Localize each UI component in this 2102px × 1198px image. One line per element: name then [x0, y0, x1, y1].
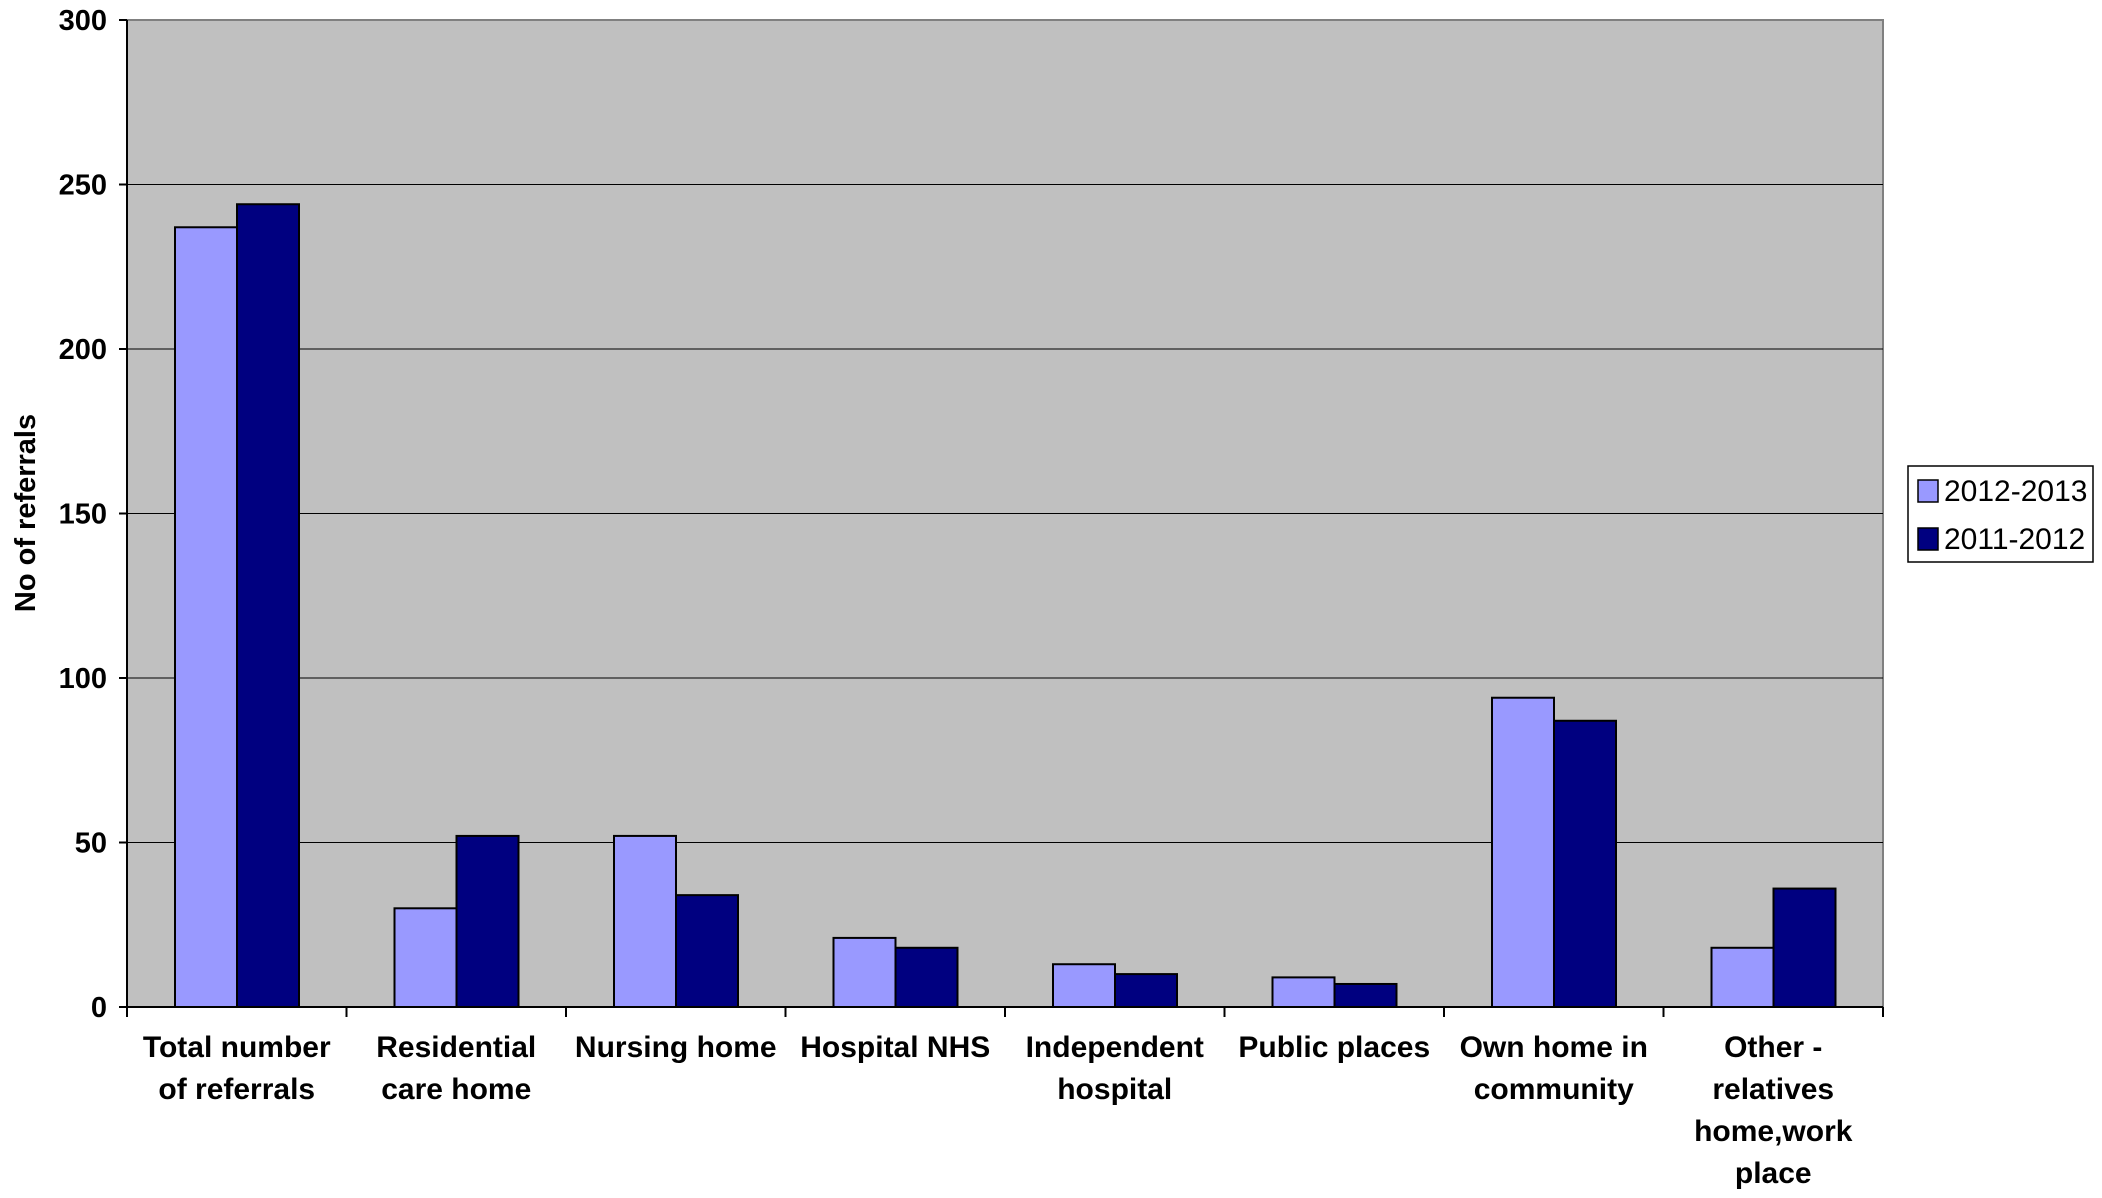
legend-swatch	[1917, 527, 1939, 551]
x-tick-labels: Total number of referrals Residential care …	[143, 1031, 1853, 1190]
bar-2012-2013-4	[1052, 963, 1116, 1008]
x-tick-label: Other -relatives home,work place	[1694, 1031, 1853, 1190]
y-tick-label: 100	[59, 663, 107, 695]
x-tick-label: Total number of referrals	[143, 1031, 331, 1106]
bar-2012-2013-2	[613, 834, 677, 1008]
x-tick-label: Public places	[1238, 1031, 1430, 1064]
legend-label: 2011-2012	[1944, 523, 2085, 556]
y-tick-labels: 0 50 100 150 200 250 300	[59, 5, 127, 1024]
x-tick-label: Nursing home	[575, 1031, 777, 1064]
y-tick-label: 150	[59, 499, 107, 531]
x-tick-label: Own home in community	[1460, 1031, 1648, 1106]
bar-2011-2012-3	[894, 946, 959, 1009]
bar-2012-2013-7	[1710, 946, 1775, 1009]
bar-2011-2012-5	[1333, 982, 1398, 1008]
bar-2011-2012-1	[455, 834, 520, 1008]
x-tick-label: Hospital NHS	[800, 1031, 990, 1064]
x-tick-label: Independent hospital	[1026, 1031, 1204, 1106]
bar-2012-2013-1	[393, 907, 458, 1008]
legend: 2012-2013 2011-2012	[1907, 465, 2094, 563]
y-tick-label: 200	[59, 334, 107, 366]
y-tick-label: 250	[59, 170, 107, 202]
bar-2011-2012-4	[1114, 973, 1178, 1008]
bar-2011-2012-2	[675, 894, 739, 1009]
bar-2011-2012-7	[1772, 887, 1837, 1008]
bar-2012-2013-3	[832, 936, 897, 1008]
legend-swatch	[1917, 479, 1939, 503]
x-tick-label: Residential care home	[376, 1031, 536, 1106]
bar-2011-2012-0	[236, 203, 300, 1009]
bar-2011-2012-6	[1553, 719, 1617, 1009]
y-tick-label: 300	[59, 5, 107, 37]
bar-2012-2013-5	[1271, 976, 1336, 1009]
legend-label: 2012-2013	[1944, 475, 2087, 508]
legend-box	[1907, 465, 2094, 563]
bar-2012-2013-6	[1491, 696, 1555, 1008]
y-tick-label: 50	[75, 828, 107, 860]
bars	[174, 203, 1837, 1009]
y-tick-label: 0	[91, 992, 107, 1024]
y-axis-title: No of referrals	[10, 414, 42, 612]
bar-2012-2013-0	[174, 226, 238, 1008]
